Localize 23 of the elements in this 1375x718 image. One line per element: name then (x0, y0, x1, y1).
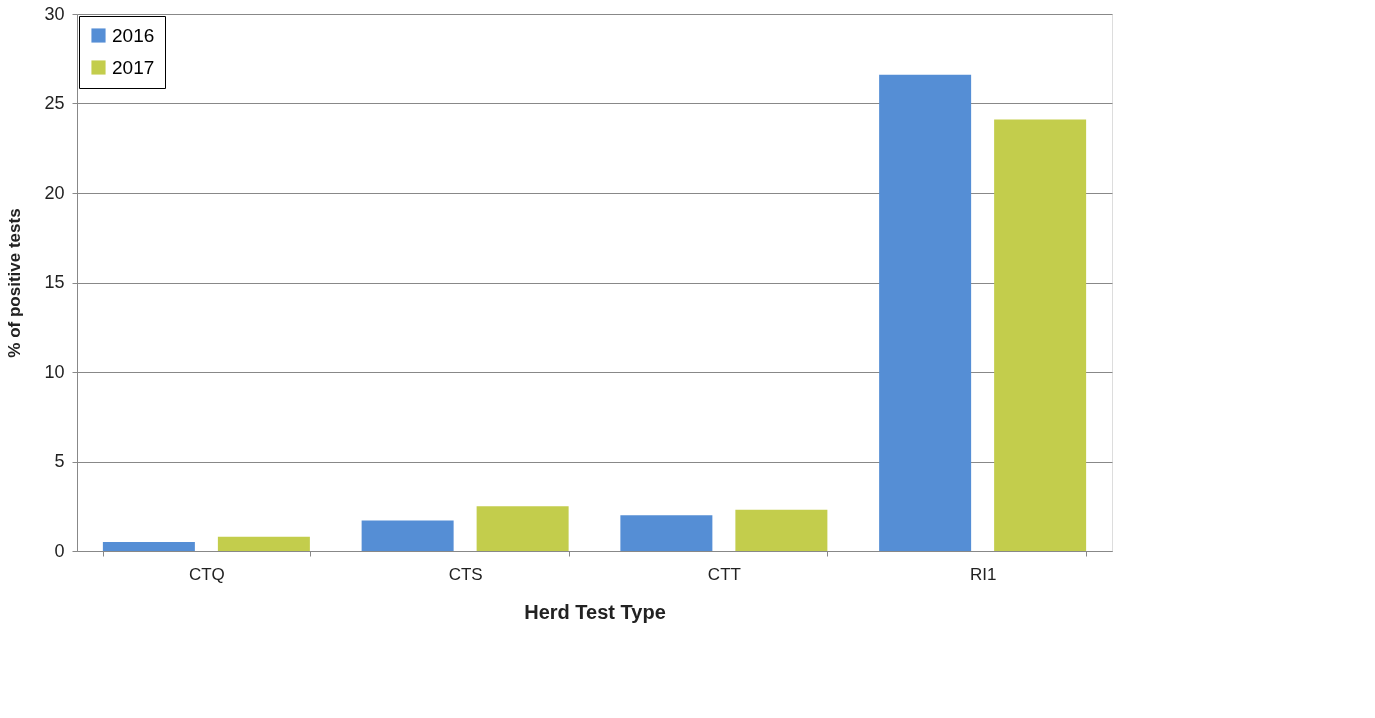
x-tick-label: CTQ (188, 564, 225, 584)
bar (361, 520, 454, 551)
bar (879, 74, 972, 551)
y-tick-label: 20 (44, 182, 65, 203)
legend-label: 2017 (112, 56, 155, 78)
y-tick-label: 10 (44, 361, 65, 382)
x-tick-label: RI1 (969, 564, 997, 584)
y-tick-label: 25 (44, 93, 65, 113)
y-tick-label: 30 (44, 3, 65, 24)
bar (476, 506, 569, 551)
legend-label: 2016 (112, 24, 155, 46)
x-tick-label: CTT (707, 564, 741, 584)
y-tick-label: 5 (54, 451, 65, 471)
bar (994, 119, 1087, 551)
y-tick-label: 15 (44, 272, 65, 292)
y-tick-label: 0 (54, 540, 65, 561)
bar (217, 536, 310, 551)
bar (620, 515, 713, 551)
y-axis-title: % of positive tests (5, 208, 25, 358)
bar (735, 509, 828, 551)
x-tick-label: CTS (448, 564, 483, 584)
x-axis-title: Herd Test Type (524, 600, 666, 623)
bar (102, 542, 195, 551)
